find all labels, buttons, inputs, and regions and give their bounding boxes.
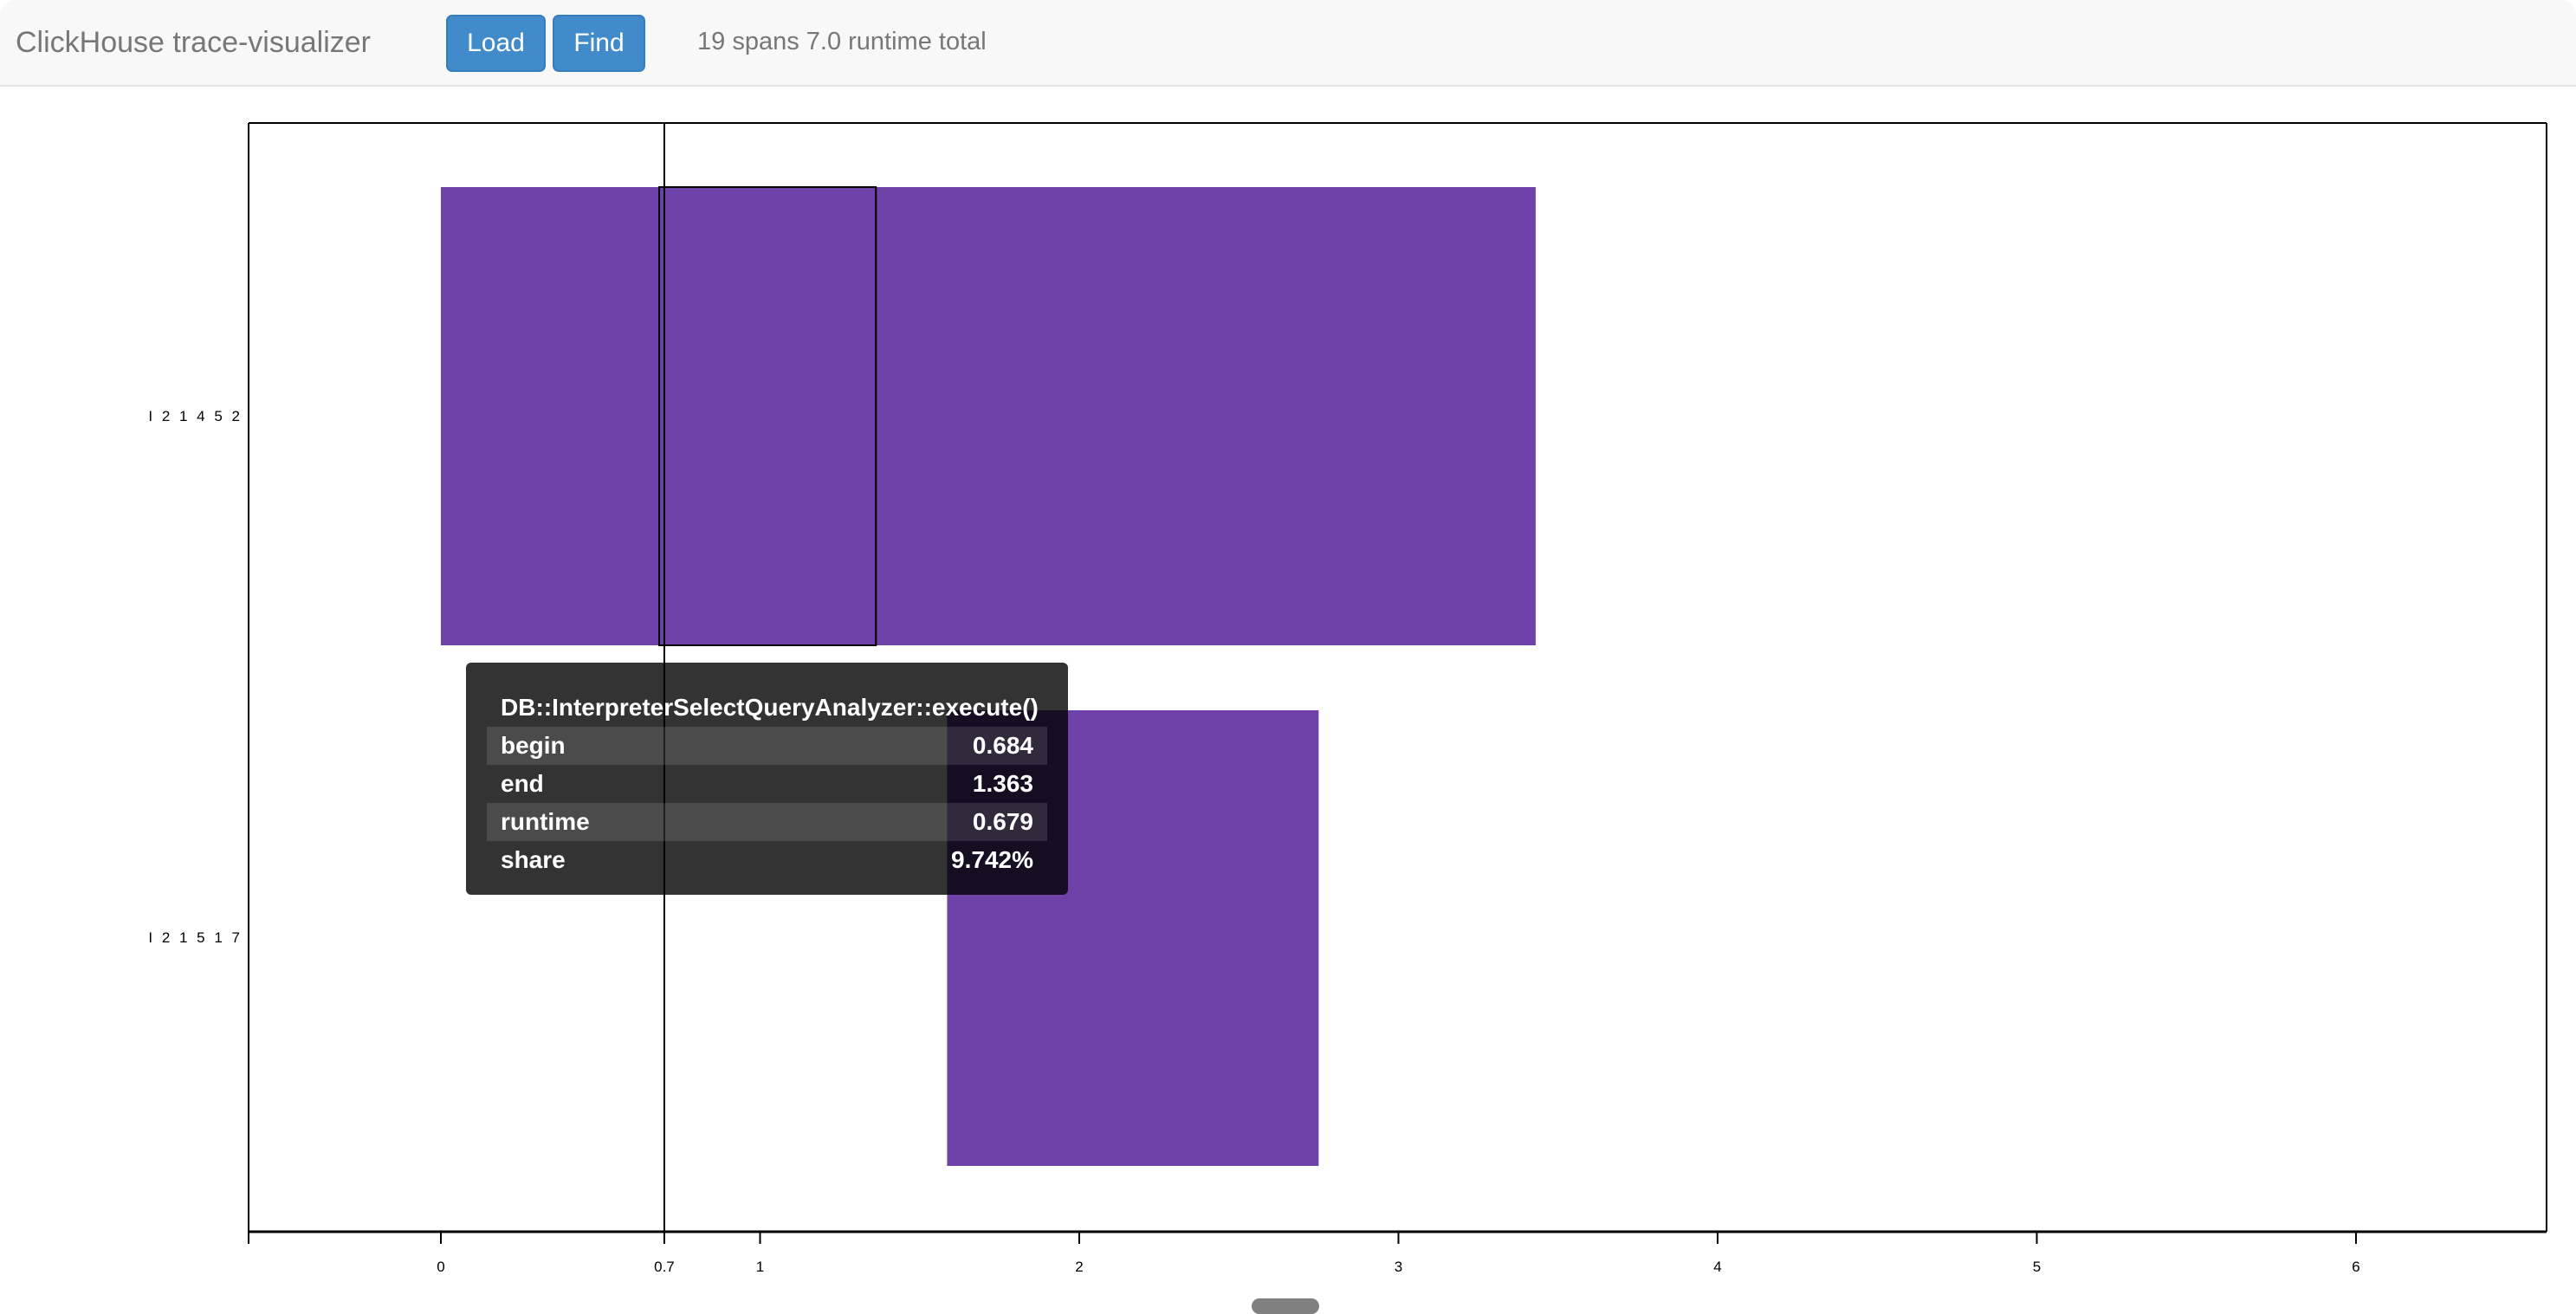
highlighted-span[interactable] [658,186,877,646]
span-tooltip: DB::InterpreterSelectQueryAnalyzer::exec… [466,663,1068,895]
navbar: ClickHouse trace-visualizer Load Find 19… [0,0,2576,87]
tooltip-key: begin [501,732,566,759]
tooltip-value: 9.742% [951,846,1033,873]
tooltip-row-begin: begin 0.684 [487,727,1047,765]
load-button[interactable]: Load [446,15,546,72]
y-tick-label: I 2 1 5 1 7 [148,929,243,946]
status-text: 19 spans 7.0 runtime total [697,28,987,55]
x-tick-label: 0 [437,1259,444,1275]
scroll-handle[interactable] [1252,1298,1319,1314]
tooltip-row-end: end 1.363 [487,765,1047,803]
tooltip-key: end [501,770,544,797]
app-title: ClickHouse trace-visualizer [16,26,372,59]
tooltip-row-runtime: runtime 0.679 [487,803,1047,841]
x-tick-label: 5 [2033,1259,2041,1275]
x-tick-label: 1 [756,1259,764,1275]
x-tick-label: 0.7 [654,1259,675,1275]
x-tick-label: 6 [2352,1259,2359,1275]
x-tick-label: 3 [1395,1259,1402,1275]
span-bar[interactable] [441,187,1536,645]
y-tick-label: I 2 1 4 5 2 [148,408,243,424]
tooltip-key: runtime [501,808,590,835]
tooltip-title: DB::InterpreterSelectQueryAnalyzer::exec… [501,694,1039,721]
tooltip-key: share [501,846,566,873]
find-button[interactable]: Find [553,15,645,72]
tooltip-value: 0.679 [972,808,1033,835]
x-tick-label: 2 [1075,1259,1083,1275]
tooltip-value: 1.363 [972,770,1033,797]
tooltip-value: 0.684 [972,732,1033,759]
tooltip-row-share: share 9.742% [487,841,1047,879]
x-tick-label: 4 [1713,1259,1721,1275]
